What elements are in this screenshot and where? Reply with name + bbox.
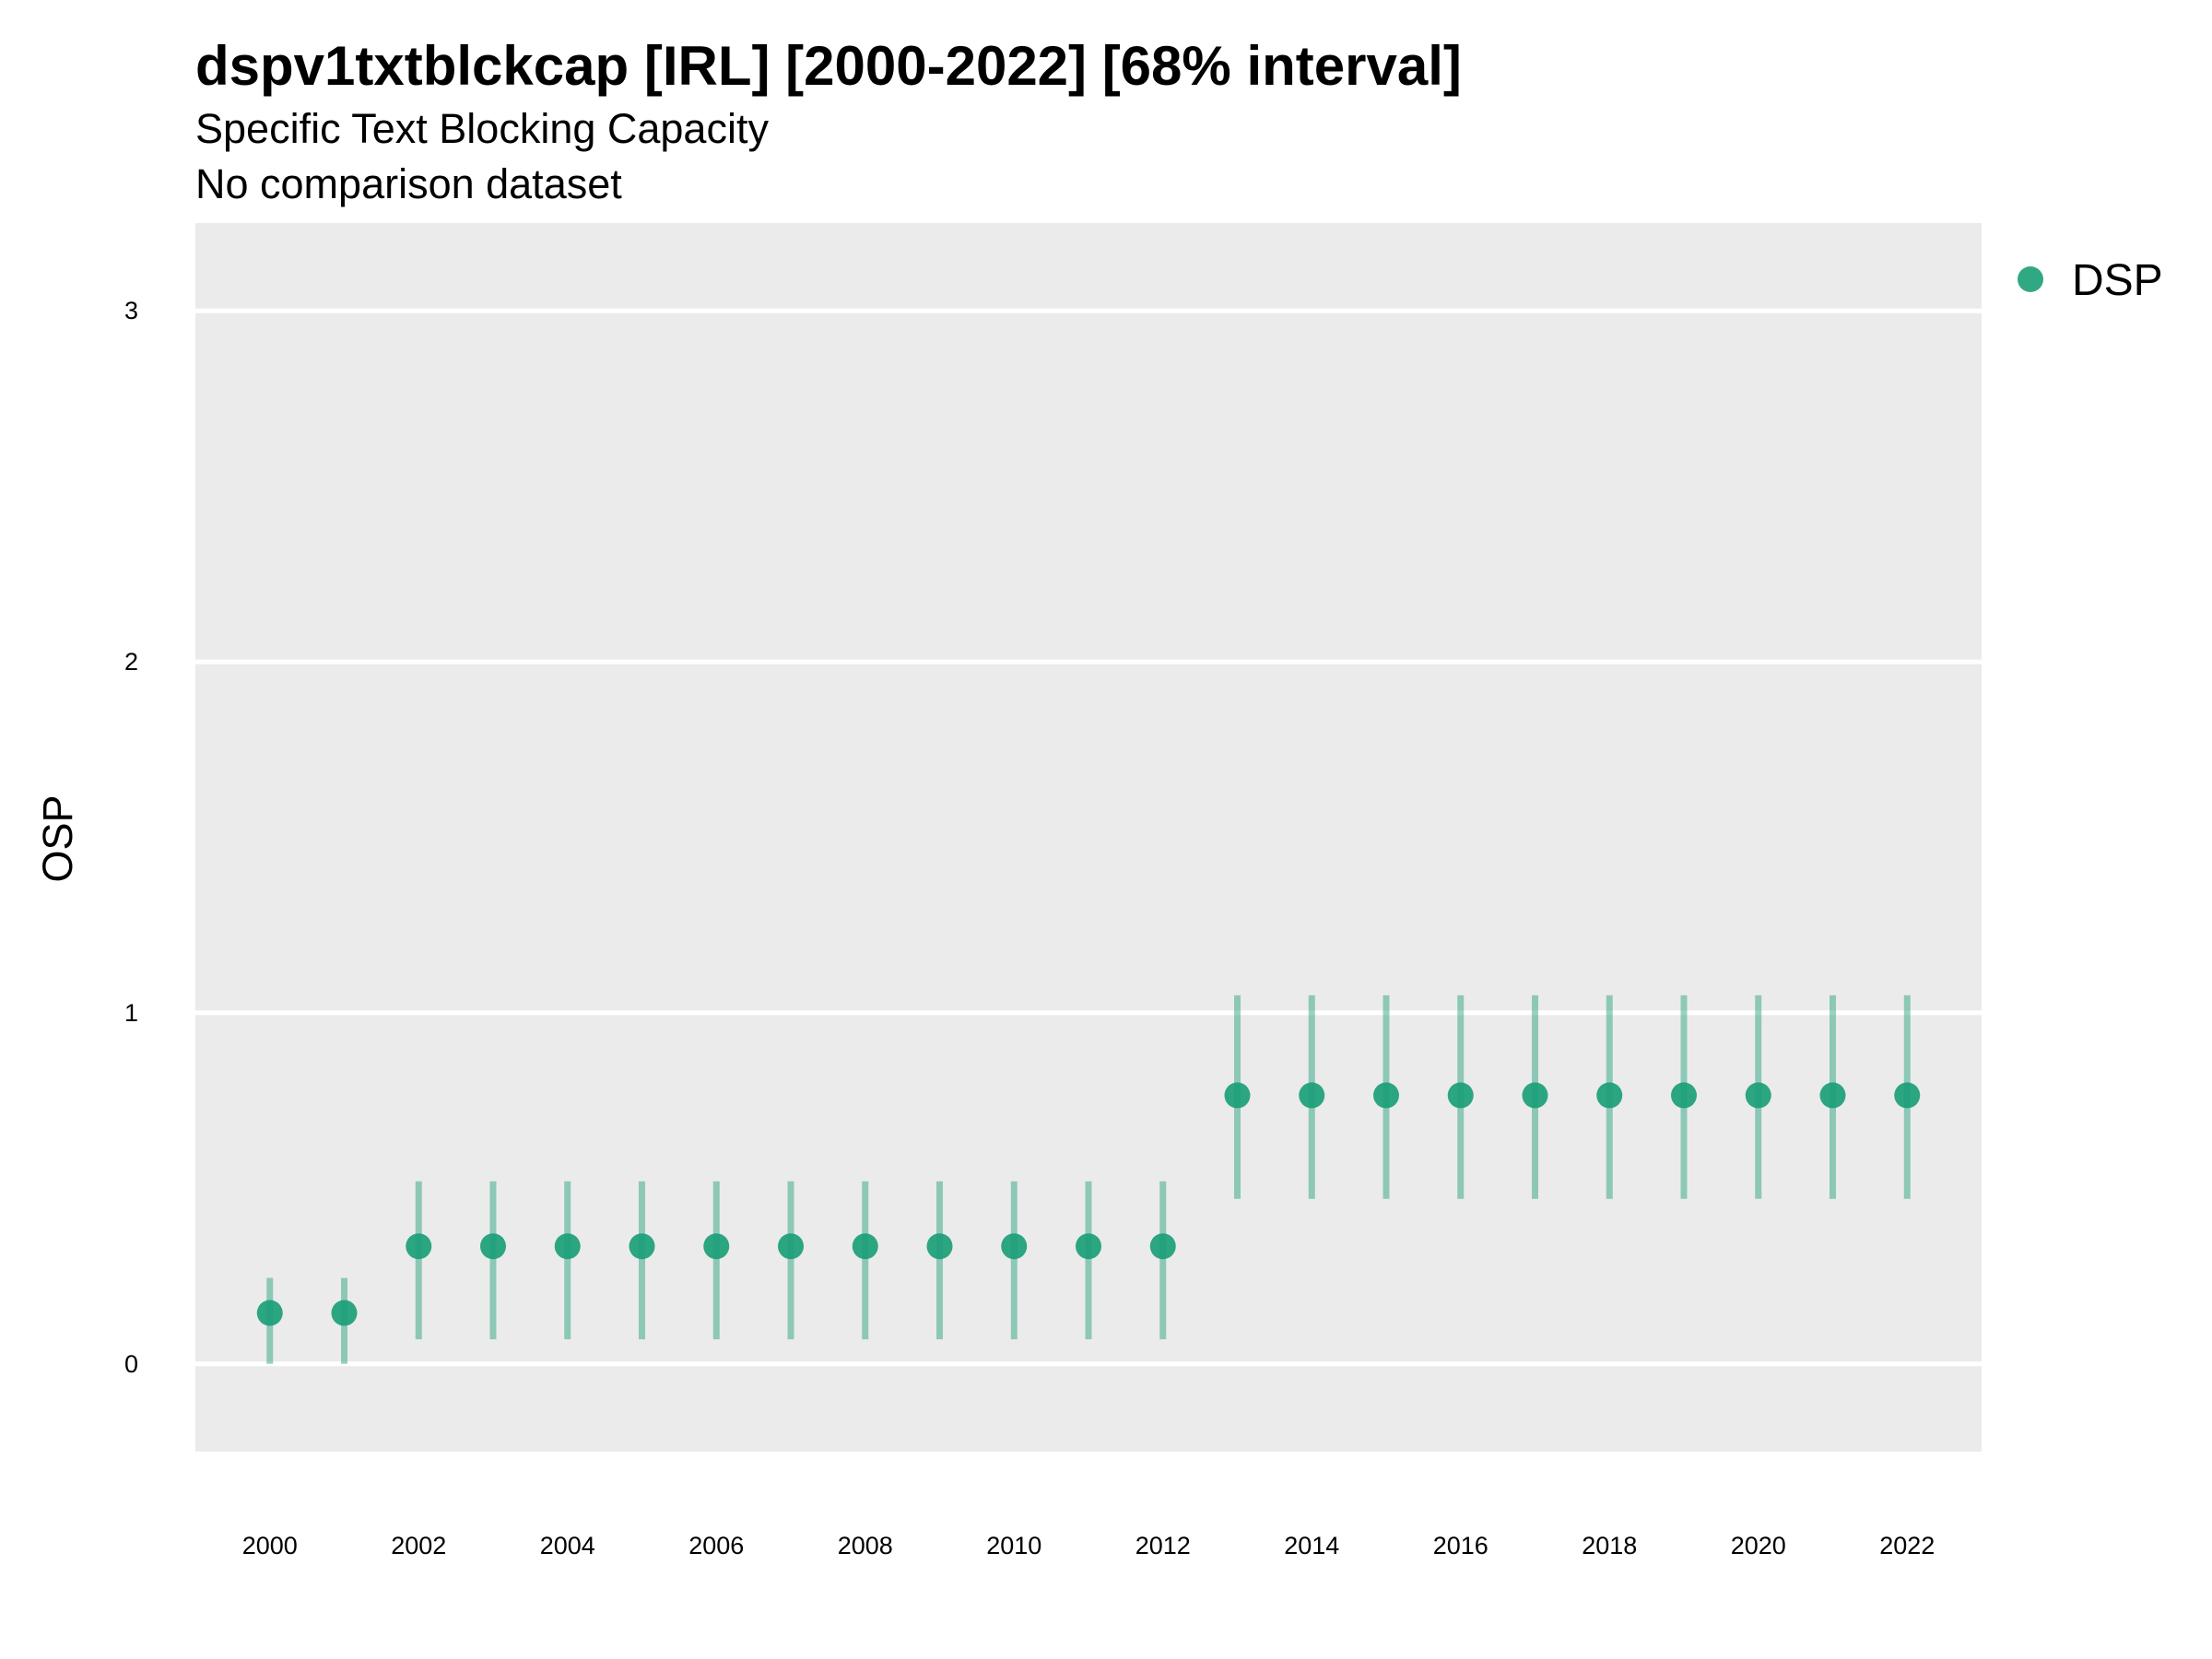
data-point <box>1671 1082 1697 1109</box>
y-axis-ticks: 0 1 2 3 <box>124 297 138 1378</box>
x-tick-label: 2000 <box>242 1532 298 1559</box>
data-point <box>1596 1082 1623 1109</box>
data-point <box>1522 1082 1548 1109</box>
x-tick-label: 2010 <box>986 1532 1041 1559</box>
data-point <box>1299 1082 1325 1109</box>
x-tick-label: 2012 <box>1135 1532 1191 1559</box>
data-points <box>256 1082 1921 1326</box>
data-point <box>1447 1082 1474 1109</box>
data-point <box>480 1233 506 1260</box>
data-point <box>852 1233 878 1260</box>
x-tick-label: 2020 <box>1731 1532 1786 1559</box>
data-point <box>1149 1233 1176 1260</box>
x-tick-label: 2016 <box>1433 1532 1488 1559</box>
y-tick-label: 1 <box>124 999 138 1027</box>
y-tick-label: 0 <box>124 1350 138 1378</box>
y-axis-label: OSP <box>34 794 81 882</box>
data-point <box>331 1300 358 1326</box>
data-point <box>1001 1233 1028 1260</box>
data-point <box>1819 1082 1846 1109</box>
data-point <box>1745 1082 1771 1109</box>
data-point <box>1894 1082 1921 1109</box>
data-point <box>1373 1082 1399 1109</box>
data-point <box>926 1233 953 1260</box>
chart-subtitle-2: No comparison dataset <box>195 160 622 207</box>
data-point <box>703 1233 730 1260</box>
legend: DSP <box>2018 256 2163 305</box>
x-tick-label: 2006 <box>688 1532 744 1559</box>
legend-label-dsp: DSP <box>2072 256 2163 305</box>
data-point <box>256 1300 283 1326</box>
x-tick-label: 2008 <box>838 1532 893 1559</box>
chart-title: dspv1txtblckcap [IRL] [2000-2022] [68% i… <box>195 35 1462 97</box>
data-point <box>1224 1082 1251 1109</box>
x-tick-label: 2022 <box>1879 1532 1935 1559</box>
x-axis-ticks: 2000 2002 2004 2006 2008 2010 2012 2014 2016 2018… <box>242 1532 1936 1559</box>
x-tick-label: 2014 <box>1284 1532 1339 1559</box>
chart-subtitle: Specific Text Blocking Capacity <box>195 105 769 152</box>
data-point <box>554 1233 581 1260</box>
data-point <box>1076 1233 1101 1260</box>
x-tick-label: 2018 <box>1582 1532 1637 1559</box>
grid-lines <box>195 308 1982 1367</box>
x-tick-label: 2004 <box>540 1532 595 1559</box>
y-tick-label: 3 <box>124 297 138 324</box>
legend-key-dsp <box>2018 266 2043 292</box>
data-point <box>778 1233 804 1260</box>
data-point <box>629 1233 655 1260</box>
y-tick-label: 2 <box>124 648 138 676</box>
x-tick-label: 2002 <box>391 1532 446 1559</box>
data-point <box>406 1233 432 1260</box>
